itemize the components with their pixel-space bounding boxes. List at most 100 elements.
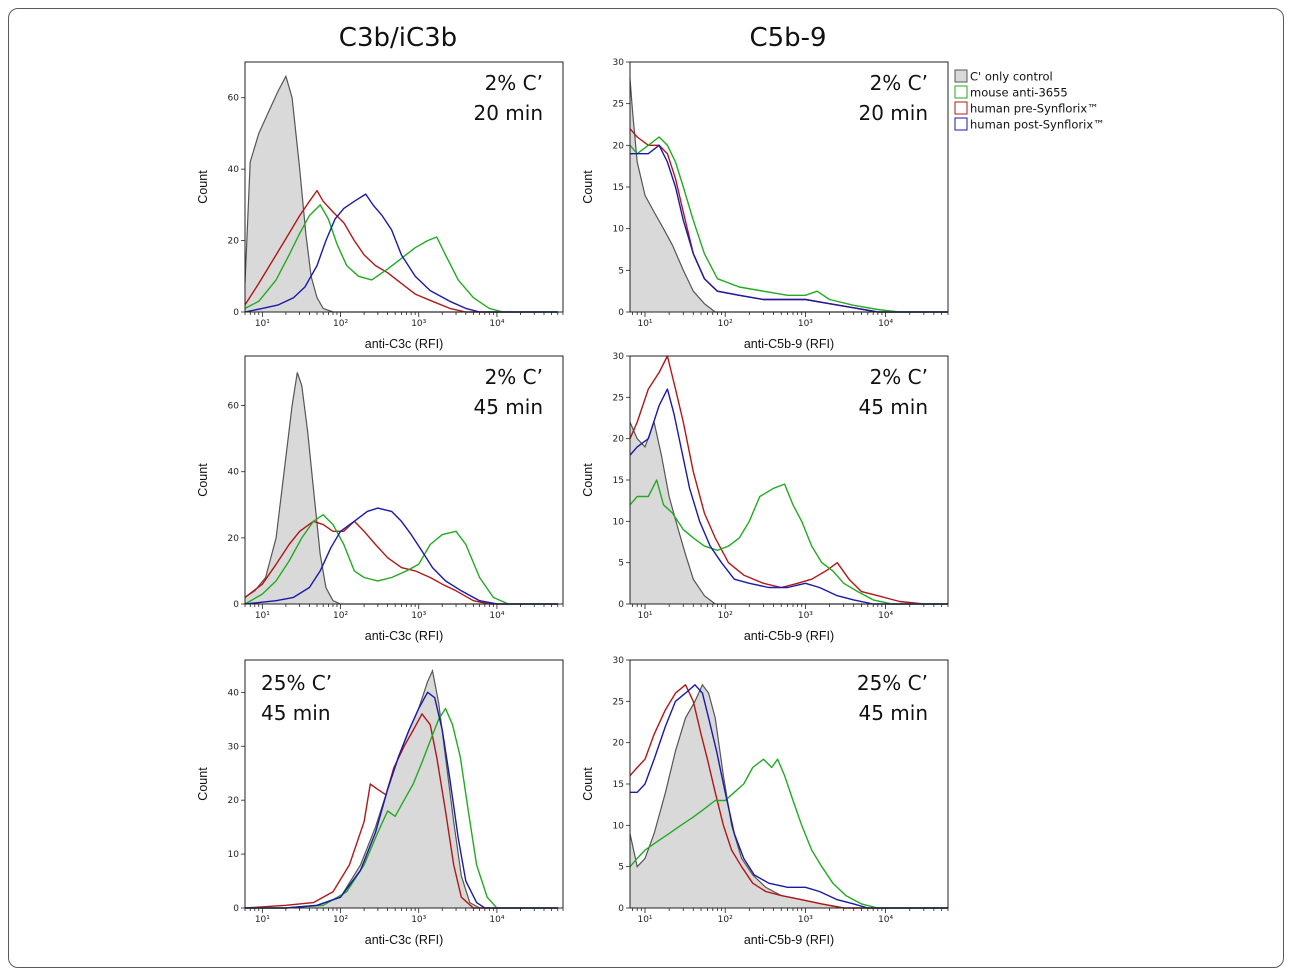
condition-label: 2% C’ <box>870 71 928 95</box>
x-tick-label: 10⁴ <box>878 319 893 329</box>
series-line-mouse <box>244 204 558 313</box>
x-tick-label: 10³ <box>411 915 426 925</box>
plot-frame <box>244 61 564 313</box>
legend-label: human pre-Synflorix™ <box>970 102 1099 116</box>
x-tick-label: 10³ <box>411 611 426 621</box>
y-tick-label: 5 <box>618 559 624 569</box>
condition-label: 45 min <box>858 701 928 725</box>
histogram-panel-1: 10¹ 10² 10³ 10⁴ 0 20 40 60 anti-C3c (RFI) Count 2%… <box>196 61 564 351</box>
x-axis-label: anti-C5b-9 (RFI) <box>744 629 834 643</box>
x-tick-label: 10³ <box>411 319 426 329</box>
condition-label: 20 min <box>858 101 928 125</box>
series-area-control <box>630 684 948 908</box>
column-title-c3b: C3b/iC3b <box>339 23 457 53</box>
x-tick-label: 10⁴ <box>878 611 893 621</box>
series-line-mouse <box>629 479 948 605</box>
y-tick-label: 10 <box>613 517 625 527</box>
x-tick-label: 10² <box>718 319 733 329</box>
histogram-panel-3: 10¹ 10² 10³ 10⁴ 0 20 40 60 anti-C3c (RFI) Count 2%… <box>196 355 564 643</box>
condition-label: 2% C’ <box>870 365 928 389</box>
series-area-control <box>245 670 558 908</box>
x-tick-label: 10⁴ <box>489 319 504 329</box>
y-tick-label: 0 <box>618 904 624 914</box>
x-tick-label: 10¹ <box>637 611 652 621</box>
y-tick-label: 20 <box>228 534 240 544</box>
legend-swatch <box>954 85 968 99</box>
y-tick-label: 5 <box>618 266 624 276</box>
y-tick-label: 30 <box>613 58 625 68</box>
y-tick-label: 30 <box>613 656 625 666</box>
series-line-post <box>630 684 948 909</box>
y-tick-label: 30 <box>613 352 625 362</box>
y-tick-label: 0 <box>233 904 239 914</box>
legend-item-post: human post-Synflorix™ <box>954 117 1105 132</box>
series-line-mouse <box>244 514 558 605</box>
y-tick-label: 0 <box>233 308 239 318</box>
x-tick-label: 10³ <box>798 915 813 925</box>
y-tick-label: 15 <box>613 476 624 486</box>
y-axis-label: Count <box>581 170 595 204</box>
series-area-control <box>245 76 558 312</box>
legend-swatch <box>954 101 968 115</box>
y-tick-label: 10 <box>228 850 240 860</box>
x-tick-label: 10² <box>718 915 733 925</box>
series-line-pre <box>629 355 948 605</box>
series-line-post <box>244 507 558 605</box>
histogram-panel-6: 10¹ 10² 10³ 10⁴ 0 5 10 15 20 25 30 anti-C5b-9 (RFI)… <box>581 656 949 947</box>
y-tick-label: 5 <box>618 863 624 873</box>
y-tick-label: 20 <box>228 796 240 806</box>
series-line-mouse <box>629 136 948 313</box>
series-line-mouse <box>629 758 948 909</box>
y-tick-label: 20 <box>613 141 625 151</box>
y-tick-label: 40 <box>228 688 240 698</box>
series-line-post <box>630 144 948 313</box>
histogram-panel-5: 10¹ 10² 10³ 10⁴ 0 10 20 30 40 anti-C3c (RFI) Count… <box>196 659 564 947</box>
x-tick-label: 10¹ <box>255 915 270 925</box>
x-axis-label: anti-C3c (RFI) <box>365 629 443 643</box>
condition-label: 2% C’ <box>485 71 543 95</box>
series-line-post <box>629 388 948 605</box>
series-line-control <box>244 74 558 313</box>
series-line-pre <box>629 684 948 909</box>
legend-label: C' only control <box>970 70 1053 84</box>
plot-frame <box>244 659 564 909</box>
condition-label: 25% C’ <box>261 671 332 695</box>
column-title-c5b9: C5b-9 <box>749 23 826 53</box>
condition-label: 45 min <box>858 395 928 419</box>
plot-frame <box>244 355 564 605</box>
x-axis-label: anti-C5b-9 (RFI) <box>744 337 834 351</box>
y-tick-label: 60 <box>228 94 240 104</box>
histogram-panel-4: 10¹ 10² 10³ 10⁴ 0 5 10 15 20 25 30 anti-C5b-9 (RFI)… <box>581 352 949 643</box>
x-tick-label: 10³ <box>798 611 813 621</box>
x-tick-label: 10¹ <box>637 319 652 329</box>
y-tick-label: 15 <box>613 183 624 193</box>
series-line-post <box>245 691 558 909</box>
series-line-control <box>629 419 948 605</box>
y-tick-label: 20 <box>613 739 625 749</box>
y-axis-label: Count <box>581 463 595 497</box>
series-line-pre <box>244 189 558 313</box>
y-axis-label: Count <box>581 767 595 801</box>
legend-item-pre: human pre-Synflorix™ <box>954 101 1099 116</box>
x-axis-label: anti-C3c (RFI) <box>365 337 443 351</box>
x-tick-label: 10⁴ <box>489 915 504 925</box>
condition-label: 45 min <box>261 701 331 725</box>
x-tick-label: 10⁴ <box>489 611 504 621</box>
series-area-control <box>630 78 948 312</box>
y-axis-label: Count <box>196 170 210 204</box>
legend-swatch <box>954 117 968 131</box>
y-tick-label: 0 <box>618 600 624 610</box>
panels: 10¹ 10² 10³ 10⁴ 0 20 40 60 anti-C3c (RFI) Count 2%… <box>196 58 949 947</box>
y-tick-label: 25 <box>613 393 624 403</box>
y-tick-label: 20 <box>613 435 625 445</box>
x-tick-label: 10² <box>333 319 348 329</box>
legend-item-control: C' only control <box>954 69 1053 84</box>
x-tick-label: 10³ <box>798 319 813 329</box>
x-axis-label: anti-C5b-9 (RFI) <box>744 933 834 947</box>
y-tick-label: 0 <box>233 600 239 610</box>
x-tick-label: 10¹ <box>637 915 652 925</box>
y-tick-label: 0 <box>618 308 624 318</box>
legend-label: human post-Synflorix™ <box>970 118 1105 132</box>
y-tick-label: 25 <box>613 100 624 110</box>
